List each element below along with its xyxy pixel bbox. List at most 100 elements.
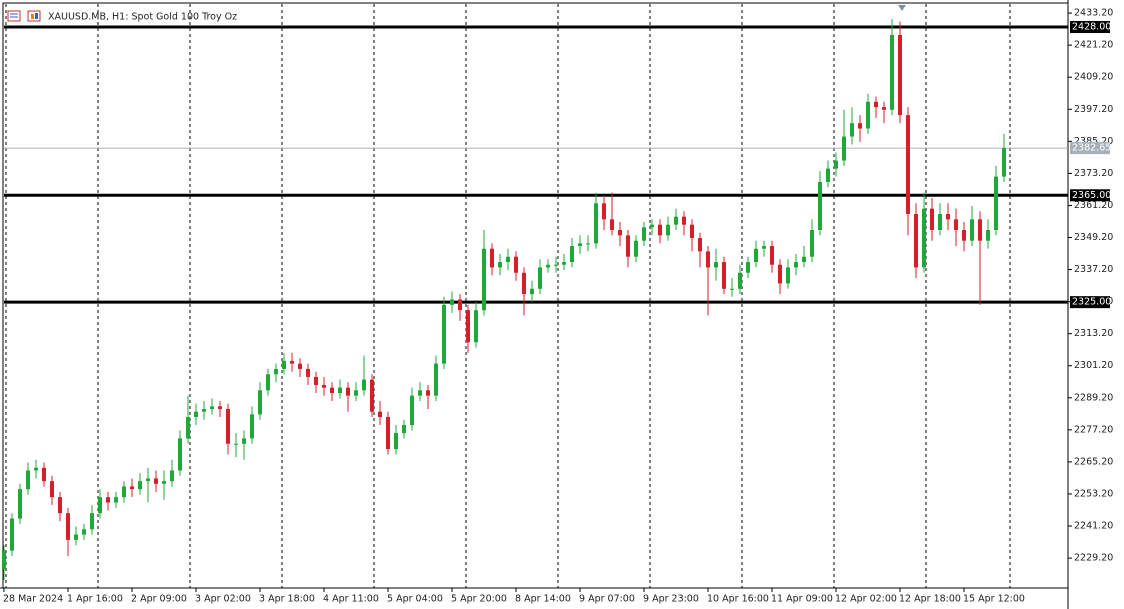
candle-body (578, 243, 582, 247)
level-box (1070, 296, 1110, 309)
candle-body (298, 363, 302, 369)
candle-body (794, 262, 798, 268)
candle-body (306, 368, 310, 377)
candle-body (386, 417, 390, 450)
x-tick-label: 1 Apr 16:00 (67, 594, 123, 605)
candle-body (802, 256, 806, 263)
candle-body (642, 227, 646, 241)
candle-body (154, 478, 158, 484)
candle-body (258, 390, 262, 415)
candle-body (754, 248, 758, 263)
candle-body (602, 203, 606, 220)
candle-body (850, 123, 854, 137)
x-tick-label: 12 Apr 02:00 (835, 594, 897, 605)
candle-body (658, 224, 662, 236)
candle-body (474, 310, 478, 343)
candle-body (274, 368, 278, 375)
candle-body (986, 230, 990, 241)
candle-body (250, 414, 254, 439)
y-tick-label: 2397.20 (1074, 104, 1113, 115)
candle-body (74, 534, 78, 540)
candle-body (490, 248, 494, 268)
candle-body (106, 497, 110, 503)
candle-body (50, 481, 54, 498)
candle-body (194, 411, 198, 418)
candle-body (522, 272, 526, 295)
candle-body (450, 299, 454, 305)
y-tick-label: 2277.20 (1074, 424, 1113, 435)
candle-body (338, 387, 342, 393)
symbol-icons (7, 10, 41, 22)
y-tick-label: 2229.20 (1074, 553, 1113, 564)
x-tick-label: 3 Apr 02:00 (195, 594, 251, 605)
candle-body (858, 123, 862, 129)
candle-body (1002, 148, 1006, 177)
y-tick-label: 2301.20 (1074, 360, 1113, 371)
candle-body (266, 374, 270, 391)
candle-body (554, 264, 558, 266)
y-tick-label: 2241.20 (1074, 521, 1113, 532)
current-price-label: 2382.65 (1072, 143, 1111, 154)
x-tick-label: 28 Mar 2024 (3, 594, 63, 605)
icon-bar (31, 14, 34, 19)
y-tick-label: 2385.20 (1074, 136, 1113, 147)
candle-body (466, 310, 470, 343)
candle-body (202, 409, 206, 412)
candle-body (418, 390, 422, 396)
y-tick-label: 2349.20 (1074, 232, 1113, 243)
candle-body (130, 486, 134, 490)
candle-body (138, 481, 142, 490)
candle-body (690, 224, 694, 239)
candle-body (434, 363, 438, 396)
candle-body (626, 235, 630, 257)
candle-body (634, 240, 638, 257)
candle-body (562, 262, 566, 265)
candle-body (378, 411, 382, 418)
candle-body (370, 379, 374, 412)
candle-body (82, 529, 86, 535)
candle-body (402, 425, 406, 434)
candle-body (826, 168, 830, 182)
x-tick-label: 5 Apr 20:00 (451, 594, 507, 605)
candle-body (594, 203, 598, 244)
candle-body (10, 518, 14, 551)
candle-body (738, 272, 742, 289)
candle-body (674, 216, 678, 225)
x-tick-label: 10 Apr 16:00 (707, 594, 769, 605)
y-tick-label: 2289.20 (1074, 392, 1113, 403)
candle-body (866, 101, 870, 129)
candle-body (922, 208, 926, 268)
candle-body (778, 264, 782, 284)
candle-body (410, 395, 414, 426)
marker (898, 5, 906, 11)
candle-body (698, 238, 702, 252)
y-tick-label: 2313.20 (1074, 328, 1113, 339)
candle-body (506, 256, 510, 263)
candle-body (514, 256, 518, 273)
y-tick-label: 2373.20 (1074, 168, 1113, 179)
x-tick-label: 4 Apr 11:00 (323, 594, 379, 605)
candle-body (746, 262, 750, 273)
candle-body (834, 160, 838, 169)
candle-body (770, 246, 774, 265)
level-box (1070, 189, 1110, 202)
candle-body (962, 230, 966, 241)
candle-body (938, 213, 942, 231)
candle-body (18, 489, 22, 519)
candle-body (946, 213, 950, 220)
candle-body (730, 288, 734, 290)
candle-body (586, 243, 590, 245)
y-tick-label: 2253.20 (1074, 488, 1113, 499)
candle-body (42, 467, 46, 482)
candle-body (714, 262, 718, 268)
candle-body (394, 433, 398, 450)
candle-body (538, 267, 542, 289)
candle-body (322, 384, 326, 388)
candle-body (570, 246, 574, 263)
candle-body (530, 288, 534, 295)
candle-body (162, 481, 166, 484)
candle-body (426, 390, 430, 396)
candle-body (346, 387, 350, 396)
